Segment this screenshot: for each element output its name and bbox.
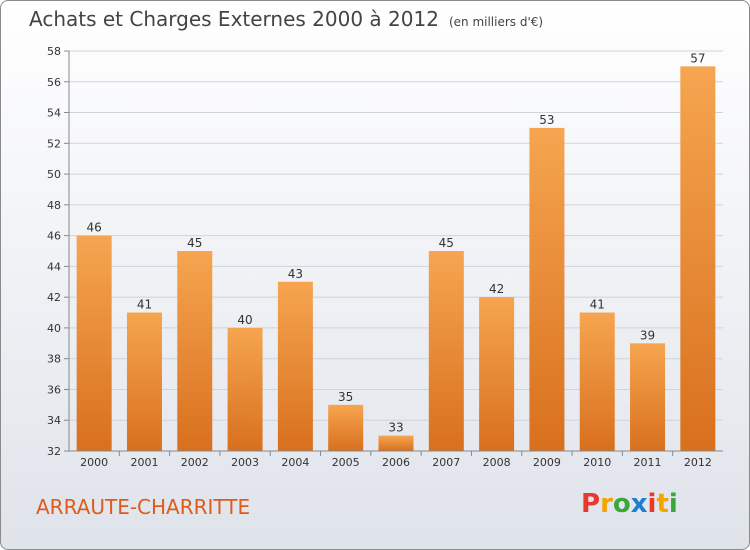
x-tick-label-2003: 2003 xyxy=(231,456,259,469)
y-tick-label: 44 xyxy=(47,260,61,273)
data-label-2008: 42 xyxy=(489,282,504,296)
data-label-2005: 35 xyxy=(338,390,353,404)
y-tick-label: 40 xyxy=(47,322,61,335)
y-tick-label: 46 xyxy=(47,230,61,243)
bar-2011 xyxy=(630,343,666,451)
x-tick-label-2012: 2012 xyxy=(684,456,712,469)
data-label-2001: 41 xyxy=(137,298,152,312)
x-tick-label-2009: 2009 xyxy=(533,456,561,469)
proxiti-logo: Proxiti xyxy=(581,489,678,519)
data-label-2002: 45 xyxy=(187,236,202,250)
bar-2012 xyxy=(680,66,716,451)
brand-letter: i xyxy=(668,489,678,519)
y-tick-label: 50 xyxy=(47,168,61,181)
data-label-2011: 39 xyxy=(640,328,655,342)
y-tick-label: 54 xyxy=(47,107,61,120)
bar-2009 xyxy=(529,127,565,451)
data-labels: 46 41 45 40 43 35 33 45 42 53 41 39 57 xyxy=(87,51,706,434)
y-tick-label: 36 xyxy=(47,383,61,396)
brand-letter: P xyxy=(581,489,601,519)
x-tick-label-2004: 2004 xyxy=(281,456,309,469)
y-tick-label: 38 xyxy=(47,353,61,366)
x-tick-label-2000: 2000 xyxy=(80,456,108,469)
y-tick-label: 52 xyxy=(47,137,61,150)
chart-title: Achats et Charges Externes 2000 à 2012 (e… xyxy=(29,7,543,31)
bar-2001 xyxy=(126,312,162,451)
bar-2000 xyxy=(76,235,112,451)
chart-title-text: Achats et Charges Externes 2000 à 2012 xyxy=(29,7,439,31)
data-label-2012: 57 xyxy=(690,51,705,65)
bar-2005 xyxy=(328,404,364,451)
y-tick-label: 56 xyxy=(47,76,61,89)
bars xyxy=(76,66,716,451)
data-label-2007: 45 xyxy=(439,236,454,250)
data-label-2003: 40 xyxy=(237,313,252,327)
x-tick-label-2011: 2011 xyxy=(634,456,662,469)
brand-letter: r xyxy=(600,489,613,519)
bar-2007 xyxy=(428,251,464,451)
bar-2003 xyxy=(227,327,263,451)
data-label-2004: 43 xyxy=(288,267,303,281)
x-tick-label-2008: 2008 xyxy=(483,456,511,469)
bar-2006 xyxy=(378,435,414,451)
x-tick-label-2010: 2010 xyxy=(583,456,611,469)
x-tick-label-2001: 2001 xyxy=(130,456,158,469)
x-tick-label-2002: 2002 xyxy=(181,456,209,469)
y-tick-label: 34 xyxy=(47,414,61,427)
brand-letter: i xyxy=(647,489,657,519)
grid-lines xyxy=(69,50,723,452)
bar-2004 xyxy=(277,281,313,451)
brand-letter: o xyxy=(612,489,631,519)
y-tick-label: 42 xyxy=(47,291,61,304)
commune-name: ARRAUTE-CHARRITTE xyxy=(36,495,251,519)
chart-unit-label: (en milliers d'€) xyxy=(448,15,544,29)
data-label-2000: 46 xyxy=(87,221,102,235)
brand-letter: t xyxy=(656,489,669,519)
bar-2010 xyxy=(579,312,615,451)
axes: 32 34 36 38 40 42 44 46 48 50 52 54 56 58 2000 2001 2002… xyxy=(47,45,723,469)
brand-letter: x xyxy=(630,489,648,519)
data-label-2010: 41 xyxy=(590,298,605,312)
data-label-2009: 53 xyxy=(539,113,554,127)
x-tick-label-2006: 2006 xyxy=(382,456,410,469)
x-tick-label-2007: 2007 xyxy=(432,456,460,469)
x-tick-label-2005: 2005 xyxy=(332,456,360,469)
y-tick-label: 32 xyxy=(47,445,61,458)
data-label-2006: 33 xyxy=(388,421,403,435)
bar-2002 xyxy=(177,251,213,451)
y-tick-label: 48 xyxy=(47,199,61,212)
bar-2008 xyxy=(479,297,515,451)
y-tick-label: 58 xyxy=(47,45,61,58)
